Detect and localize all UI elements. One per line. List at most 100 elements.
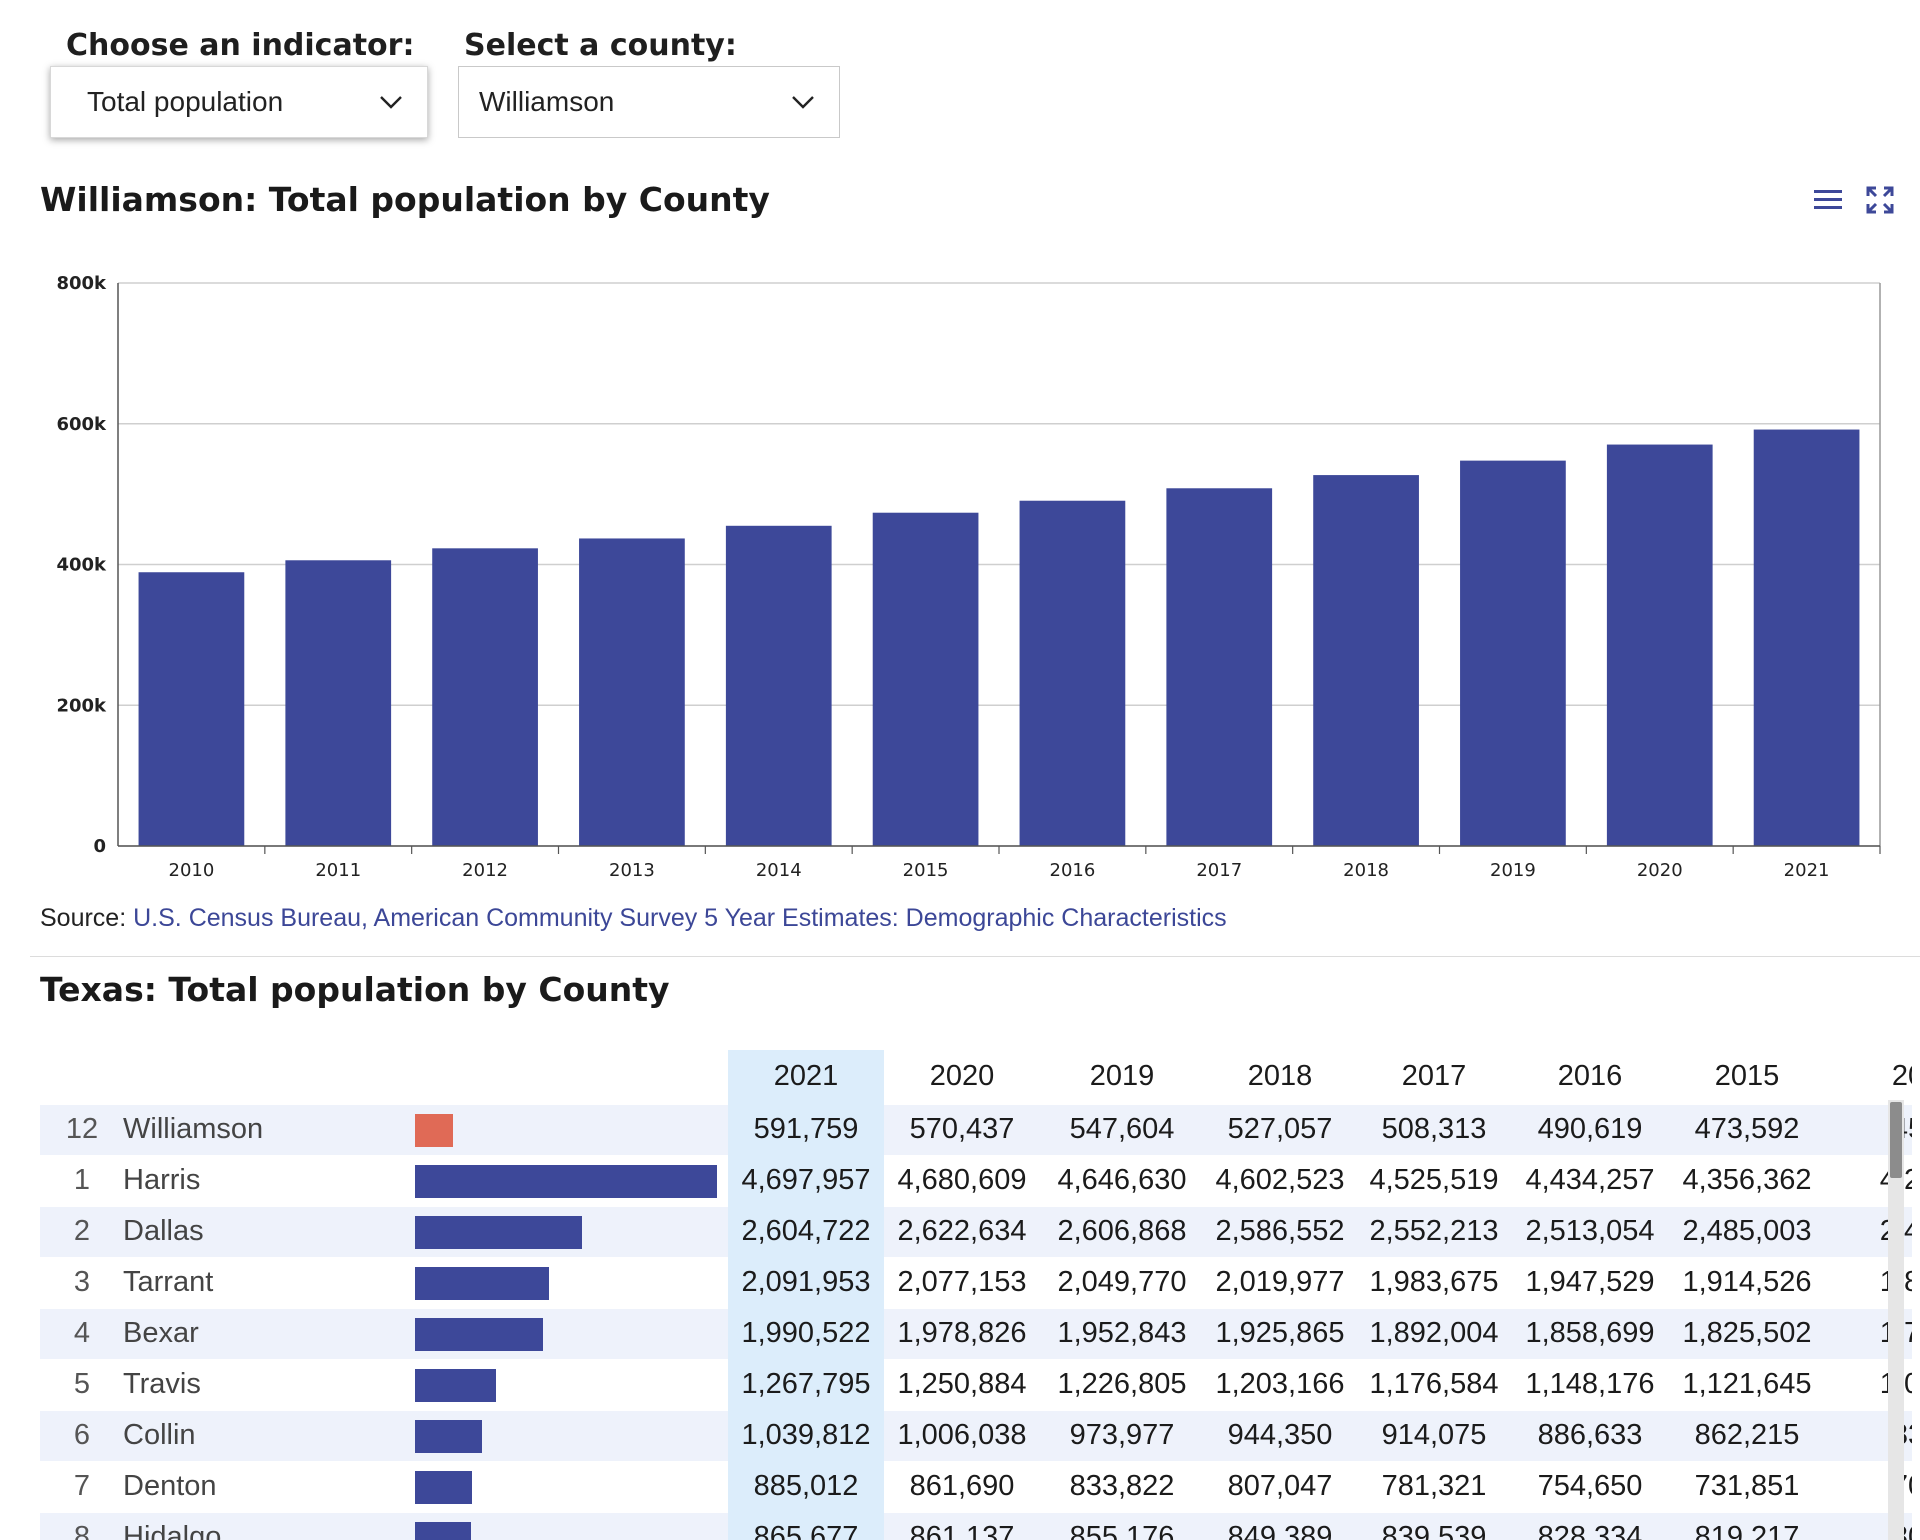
row-rank: 1: [73, 1164, 91, 1196]
x-tick-label: 2013: [609, 860, 655, 881]
row-value-2016: 490,619: [1537, 1113, 1643, 1145]
column-header-2018[interactable]: 2018: [1247, 1060, 1313, 1092]
bar-2014: [725, 525, 832, 846]
column-header-2021[interactable]: 2021: [773, 1060, 839, 1092]
row-band: [40, 1207, 1912, 1257]
row-value-2021: 865,677: [753, 1521, 859, 1540]
indicator-select-value: Total population: [87, 86, 284, 117]
row-rank: 8: [73, 1521, 91, 1540]
hamburger-menu-icon[interactable]: [1812, 184, 1844, 216]
row-value-2020: 2,077,153: [897, 1266, 1027, 1298]
county-population-table: 2021 2020 2019 2018 2017 2016 2015 20 12William…: [40, 1050, 1912, 1540]
table-row[interactable]: 1 Harris 4,697,957 4,680,609 4,646,630 4,602,…: [40, 1156, 1912, 1206]
row-value-2016: 1,947,529: [1525, 1266, 1655, 1298]
source-link[interactable]: U.S. Census Bureau, American Community S…: [133, 904, 1227, 932]
row-value-2016: 886,633: [1537, 1419, 1643, 1451]
row-value-2015: 473,592: [1694, 1113, 1800, 1145]
indicator-select[interactable]: Total population: [50, 66, 428, 138]
row-value-2021: 1,267,795: [741, 1368, 871, 1400]
row-value-2015: 731,851: [1694, 1470, 1800, 1502]
row-value-2015: 4,356,362: [1682, 1164, 1812, 1196]
column-header-2015[interactable]: 2015: [1714, 1060, 1780, 1092]
highlight-cell-bg: [728, 1156, 884, 1206]
row-value-2016: 2,513,054: [1525, 1215, 1655, 1247]
column-header-2017[interactable]: 2017: [1401, 1060, 1467, 1092]
table-scrollbar[interactable]: [1888, 1100, 1904, 1540]
x-tick-label: 2015: [903, 860, 949, 881]
x-tick-label: 2014: [756, 860, 802, 881]
table-row[interactable]: 3 Tarrant 2,091,953 2,077,153 2,049,770 2,019…: [40, 1258, 1912, 1308]
row-county-name: Tarrant: [123, 1266, 214, 1298]
y-tick-label: 800k: [56, 273, 107, 294]
table-row[interactable]: 5 Travis 1,267,795 1,250,884 1,226,805 1,203,…: [40, 1360, 1912, 1410]
row-value-2015: 819,217: [1694, 1521, 1800, 1540]
county-select-value: Williamson: [479, 86, 615, 117]
highlight-cell-bg: [728, 1309, 884, 1359]
table-row[interactable]: 12 Williamson 591,759 570,437 547,604 527,057…: [40, 1105, 1912, 1155]
x-tick-label: 2019: [1490, 860, 1536, 881]
column-header-2020[interactable]: 2020: [929, 1060, 995, 1092]
x-tick-label: 2017: [1196, 860, 1242, 881]
x-tick-label: 2021: [1784, 860, 1830, 881]
row-county-name: Hidalgo: [123, 1521, 222, 1540]
chart-title: Williamson: Total population by County: [40, 180, 770, 219]
table-row[interactable]: 4 Bexar 1,990,522 1,978,826 1,952,843 1,925,8…: [40, 1309, 1912, 1359]
row-value-bar: [415, 1420, 482, 1453]
row-value-2021: 885,012: [753, 1470, 859, 1502]
row-value-bar: [415, 1114, 453, 1147]
row-value-2020: 1,250,884: [897, 1368, 1027, 1400]
row-value-2016: 1,858,699: [1525, 1317, 1655, 1349]
x-tick-label: 2011: [315, 860, 361, 881]
fullscreen-icon[interactable]: [1864, 184, 1896, 216]
x-tick-label: 2016: [1050, 860, 1096, 881]
indicator-label: Choose an indicator:: [66, 28, 415, 63]
bar-2011: [285, 560, 392, 846]
row-rank: 6: [73, 1419, 91, 1451]
row-value-2018: 807,047: [1227, 1470, 1333, 1502]
highlight-cell-bg: [728, 1462, 884, 1512]
bar-2010: [138, 572, 245, 846]
row-county-name: Harris: [123, 1164, 201, 1196]
scrollbar-thumb[interactable]: [1890, 1102, 1902, 1178]
row-rank: 3: [73, 1266, 91, 1298]
bar-2015: [872, 512, 979, 846]
row-value-2020: 861,690: [909, 1470, 1015, 1502]
table-row[interactable]: 2 Dallas 2,604,722 2,622,634 2,606,868 2,586,…: [40, 1207, 1912, 1257]
row-value-2018: 1,925,865: [1215, 1317, 1345, 1349]
row-value-bar: [415, 1522, 471, 1540]
row-value-2017: 4,525,519: [1369, 1164, 1499, 1196]
column-header-2016[interactable]: 2016: [1557, 1060, 1623, 1092]
column-header-20[interactable]: 20: [1891, 1060, 1912, 1092]
row-rank: 12: [65, 1113, 99, 1145]
bar-2016: [1019, 500, 1126, 846]
highlight-cell-bg: [728, 1411, 884, 1461]
row-value-2021: 2,091,953: [741, 1266, 871, 1298]
row-band: [40, 1411, 1912, 1461]
row-value-2021: 2,604,722: [741, 1215, 871, 1247]
column-header-2019[interactable]: 2019: [1089, 1060, 1155, 1092]
row-value-2015: 1,121,645: [1682, 1368, 1812, 1400]
x-tick-label: 2020: [1637, 860, 1683, 881]
county-select[interactable]: Williamson: [458, 66, 840, 138]
row-value-2019: 4,646,630: [1057, 1164, 1187, 1196]
row-value-bar: [415, 1369, 496, 1402]
row-rank: 4: [73, 1317, 91, 1349]
row-county-name: Dallas: [123, 1215, 204, 1247]
x-tick-label: 2010: [169, 860, 215, 881]
row-value-2018: 1,203,166: [1215, 1368, 1345, 1400]
y-tick-label: 400k: [56, 555, 107, 576]
row-value-2017: 2,552,213: [1369, 1215, 1499, 1247]
table-row[interactable]: 7 Denton 885,012 861,690 833,822 807,047 781,3…: [40, 1462, 1912, 1512]
row-value-2017: 914,075: [1381, 1419, 1487, 1451]
row-value-2016: 4,434,257: [1525, 1164, 1655, 1196]
row-value-2021: 591,759: [753, 1113, 859, 1145]
highlight-cell-bg: [728, 1105, 884, 1155]
bar-2019: [1460, 460, 1566, 846]
table-row[interactable]: 8 Hidalgo 865,677 861,137 855,176 849,389 839,…: [40, 1513, 1912, 1540]
row-value-2017: 1,176,584: [1369, 1368, 1499, 1400]
row-value-2019: 855,176: [1069, 1521, 1175, 1540]
row-value-2017: 839,539: [1381, 1521, 1487, 1540]
table-row[interactable]: 6 Collin 1,039,812 1,006,038 973,977 944,350 9…: [40, 1411, 1912, 1461]
row-value-2016: 828,334: [1537, 1521, 1643, 1540]
row-value-2019: 1,226,805: [1057, 1368, 1187, 1400]
